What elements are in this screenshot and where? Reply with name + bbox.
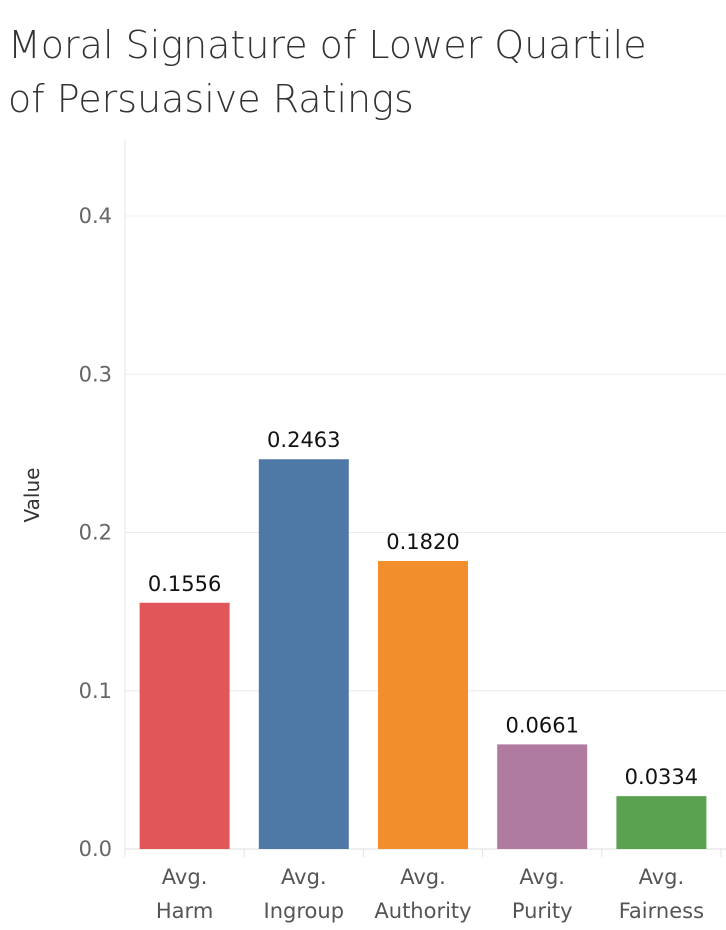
y-tick-label: 0.1 [79, 679, 112, 703]
y-tick-label: 0.2 [79, 521, 112, 545]
y-tick-label: 0.3 [79, 362, 112, 386]
data-label: 0.1820 [386, 530, 459, 554]
data-label: 0.1556 [148, 572, 221, 596]
y-tick-label: 0.0 [79, 837, 112, 861]
bar [497, 744, 588, 849]
bar [258, 459, 349, 849]
x-tick-label: Avg. Harm [156, 865, 213, 923]
bar [616, 796, 707, 849]
bars [139, 459, 707, 849]
data-label: 0.2463 [267, 428, 340, 452]
data-label: 0.0334 [625, 765, 698, 789]
chart-title: Moral Signature of Lower Quartile of Per… [8, 23, 647, 121]
y-tick-label: 0.4 [79, 204, 112, 228]
x-tick-label: Avg. Fairness [619, 865, 704, 923]
x-tick-label: Avg. Purity [512, 865, 573, 923]
labels: 0.0 0.1 0.2 0.3 0.4 0.1556 Avg. Harm 0.2463 Avg. I… [79, 204, 704, 923]
x-tick-label: Avg. Ingroup [264, 865, 345, 923]
data-label: 0.0661 [505, 713, 578, 737]
y-axis-title: Value [20, 468, 44, 523]
x-tick-label: Avg. Authority [374, 865, 471, 923]
bar [139, 602, 230, 849]
bar [378, 560, 468, 849]
